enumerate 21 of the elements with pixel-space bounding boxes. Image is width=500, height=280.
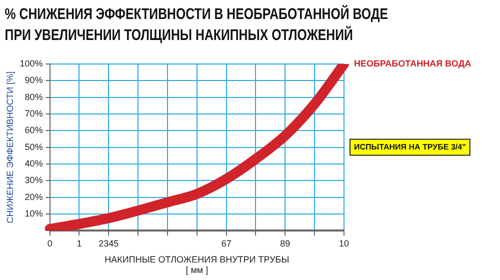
chart-title: % СНИЖЕНИЯ ЭФФЕКТИВНОСТИ В НЕОБРАБОТАННОЙ ВОДЕ ПРИ УВЕЛИЧЕНИИ ТОЛЩИНЫ НАКИПНЫХ ОТЛОЖЕНИЙ — [4, 4, 389, 46]
x-tick-label: 89 — [280, 238, 290, 248]
y-tick-label: 100% — [20, 58, 43, 68]
series-label: НЕОБРАБОТАННАЯ ВОДА — [354, 58, 472, 68]
text: ИСПЫТАНИЯ НА ТРУБЕ 3/4" — [354, 142, 466, 152]
x-axis-title: НАКИПНЫЕ ОТЛОЖЕНИЯ ВНУТРИ ТРУБЫ [ мм ] — [104, 254, 290, 276]
y-axis-title: СНИЖЕНИЕ ЭФФЕКТИВНОСТИ [%] — [4, 71, 15, 224]
y-tick-label: 90% — [24, 75, 43, 86]
y-tick-label: 80% — [24, 92, 43, 102]
y-tick-label: 30% — [24, 175, 43, 186]
y-tick-label: 70% — [24, 108, 43, 118]
x-tick-label: 0 — [47, 238, 52, 248]
y-tick-label: 50% — [24, 142, 43, 152]
y-tick-label: 60% — [24, 125, 43, 136]
x-tick-label: 2345 — [98, 238, 119, 248]
y-tick-label: 20% — [24, 192, 43, 202]
x-tick-label: 67 — [221, 238, 232, 248]
y-tick-label: 10% — [24, 208, 43, 218]
y-tick-label: 40% — [24, 158, 43, 168]
x-tick-label: 1 — [76, 238, 82, 248]
x-tick-label: 10 — [338, 238, 350, 248]
